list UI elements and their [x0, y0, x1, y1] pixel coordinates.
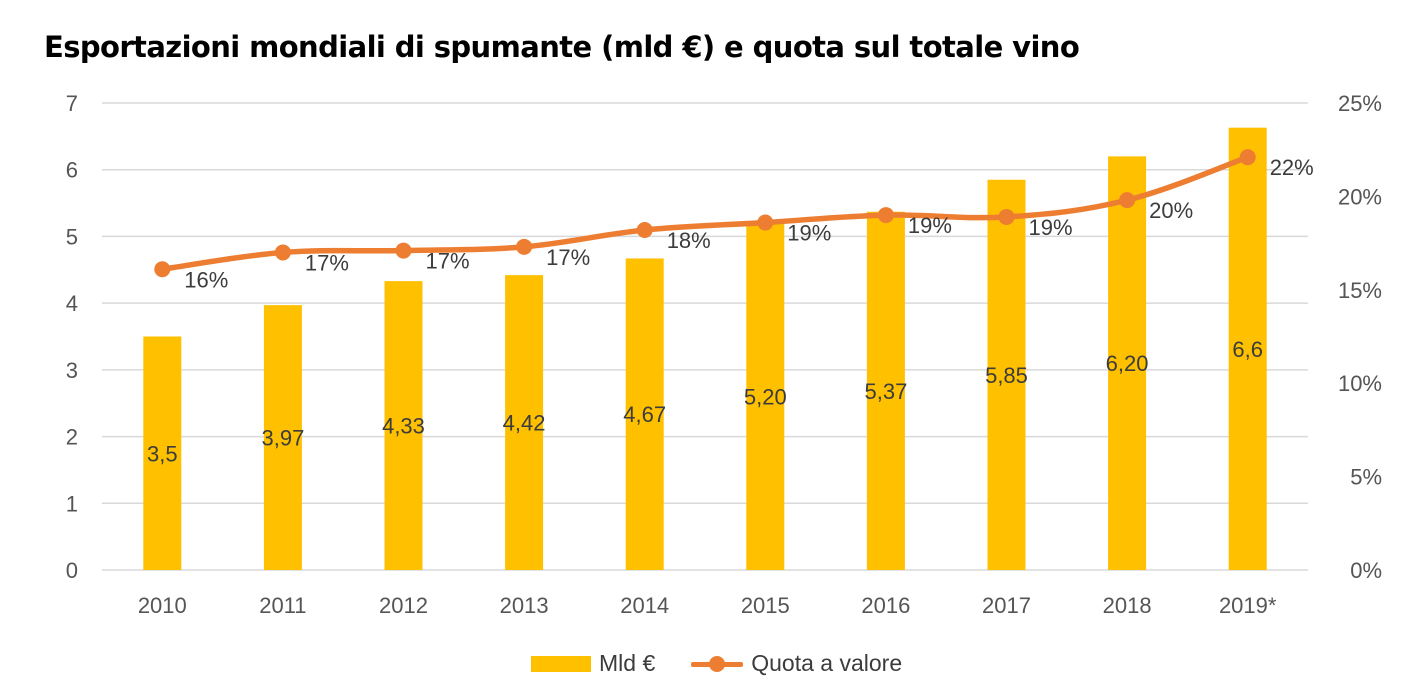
bar-data-label: 3,5 [147, 441, 178, 466]
chart-title: Esportazioni mondiali di spumante (mld €… [44, 30, 1080, 64]
bar [384, 281, 423, 570]
y-tick-label: 2 [66, 425, 78, 450]
line-data-label: 22% [1270, 155, 1314, 180]
line-point [636, 222, 653, 239]
y-tick-label: 7 [66, 91, 78, 116]
legend-line-label: Quota a valore [751, 650, 903, 676]
bar-data-label: 6,20 [1106, 351, 1149, 376]
y-tick-label: 3 [66, 358, 78, 383]
bar-data-label: 4,42 [503, 411, 546, 436]
bar [1108, 156, 1147, 570]
x-tick-label: 2013 [500, 593, 549, 618]
legend-bar-swatch [531, 655, 591, 672]
line-data-label: 19% [787, 221, 831, 246]
line-point [1239, 149, 1256, 166]
line-point [516, 238, 533, 255]
legend-bar-label: Mld € [599, 650, 656, 676]
y-tick-label: 4 [66, 291, 78, 316]
x-tick-label: 2018 [1103, 593, 1152, 618]
x-tick-label: 2012 [379, 593, 428, 618]
bar-data-label: 4,33 [382, 414, 425, 439]
line-point [395, 242, 412, 259]
bar [263, 305, 302, 570]
x-tick-label: 2017 [982, 593, 1031, 618]
bar-data-label: 5,20 [744, 385, 787, 410]
line-data-label: 16% [184, 267, 228, 292]
line-data-label: 20% [1149, 198, 1193, 223]
bar-data-label: 4,67 [623, 402, 666, 427]
y2-tick-label: 0% [1350, 558, 1382, 583]
bar-data-label: 6,6 [1232, 337, 1263, 362]
bar [866, 211, 905, 570]
x-tick-label: 2015 [741, 593, 790, 618]
line-point [274, 244, 291, 261]
y-tick-label: 6 [66, 158, 78, 183]
line-point [757, 214, 774, 231]
y2-tick-label: 5% [1350, 465, 1382, 490]
y-tick-label: 0 [66, 558, 78, 583]
bar [987, 179, 1026, 570]
bar-data-label: 3,97 [261, 426, 304, 451]
line-data-label: 18% [667, 228, 711, 253]
bar-data-label: 5,85 [985, 363, 1028, 388]
y-tick-label: 5 [66, 224, 78, 249]
line-series [159, 154, 1251, 273]
x-tick-label: 2010 [138, 593, 187, 618]
x-tick-label: 2014 [620, 593, 669, 618]
line-data-label: 19% [1029, 215, 1073, 240]
line-data-label: 17% [426, 249, 470, 274]
bar [625, 258, 664, 570]
line-point [1119, 192, 1136, 209]
bar [746, 223, 785, 571]
y2-tick-label: 15% [1338, 278, 1382, 303]
legend: Mld € Quota a valore [531, 650, 902, 677]
bar [505, 275, 544, 570]
line-point [154, 261, 171, 278]
y-tick-label: 1 [66, 491, 78, 516]
x-tick-label: 2019* [1219, 593, 1277, 618]
x-tick-label: 2011 [259, 593, 306, 618]
legend-line-swatch [691, 654, 744, 674]
line-point [998, 208, 1015, 225]
y2-tick-label: 10% [1338, 371, 1382, 396]
line-point [877, 207, 894, 224]
x-tick-label: 2016 [861, 593, 910, 618]
y2-tick-label: 20% [1338, 184, 1382, 209]
bar [1228, 127, 1267, 570]
line-data-label: 17% [546, 245, 590, 270]
bar-data-label: 5,37 [864, 379, 907, 404]
bar [143, 336, 182, 570]
y2-tick-label: 25% [1338, 91, 1382, 116]
line-data-label: 19% [908, 213, 952, 238]
line-data-label: 17% [305, 250, 349, 275]
